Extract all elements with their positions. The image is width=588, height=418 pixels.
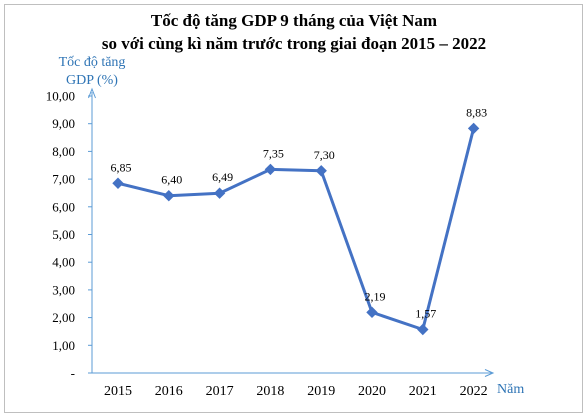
data-label: 7,30 — [314, 148, 335, 162]
y-axis-label-line-2: GDP (%) — [66, 73, 118, 88]
data-label: 6,49 — [212, 170, 233, 184]
x-tick-label: 2017 — [206, 384, 234, 399]
x-axis-arrow — [484, 369, 495, 377]
x-axis-label: Năm — [497, 382, 524, 397]
data-point-marker — [315, 165, 327, 177]
x-tick-labels: 2015 2016 2017 2018 2019 2020 2021 2022 — [104, 384, 488, 399]
data-point-marker — [213, 187, 226, 199]
chart-frame — [4, 4, 583, 413]
data-label: 1,57 — [415, 307, 436, 321]
x-tick-label: 2018 — [256, 384, 284, 399]
data-points — [112, 122, 480, 336]
data-point-marker — [366, 306, 378, 319]
data-label: 6,40 — [161, 173, 182, 187]
y-tick-label: 6,00 — [52, 199, 75, 214]
data-label: 6,85 — [111, 160, 132, 174]
x-tick-label: 2016 — [155, 384, 183, 399]
y-tick-label: 10,00 — [46, 89, 75, 104]
y-tick-label: 5,00 — [52, 227, 75, 242]
y-tick-label: - — [71, 366, 75, 381]
x-tick-label: 2019 — [307, 384, 335, 399]
axes — [88, 87, 495, 377]
data-label: 7,35 — [263, 146, 284, 160]
y-tick-label: 2,00 — [52, 310, 75, 325]
y-tick-label: 4,00 — [52, 255, 75, 270]
y-axis-label-line-1: Tốc độ tăng — [59, 55, 126, 70]
data-point-marker — [112, 177, 124, 189]
series-polyline — [117, 128, 476, 332]
x-tick-label: 2020 — [358, 384, 386, 399]
x-tick-label: 2021 — [409, 384, 437, 399]
data-point-marker — [417, 323, 429, 336]
series-line — [117, 128, 476, 332]
data-point-marker — [163, 190, 175, 202]
y-tick-labels: - 1,00 2,00 3,00 4,00 5,00 6,00 7,00 8,00 9,00 10,… — [46, 89, 75, 381]
chart-title-line-1: Tốc độ tăng GDP 9 tháng của Việt Nam — [151, 11, 437, 30]
y-tick-label: 8,00 — [52, 144, 75, 159]
data-point-marker — [467, 122, 480, 135]
data-labels: 6,85 6,40 6,49 7,35 7,30 2,19 1,57 8,83 — [111, 105, 488, 320]
data-point-marker — [264, 163, 277, 176]
data-label: 8,83 — [466, 105, 487, 119]
y-tick-label: 9,00 — [52, 116, 75, 131]
y-axis-arrow — [88, 87, 96, 99]
x-tick-label: 2015 — [104, 384, 132, 399]
chart-title-line-2: so với cùng kì năm trước trong giai đoạn… — [102, 34, 486, 53]
y-tick-label: 7,00 — [52, 172, 75, 187]
y-tick-label: 1,00 — [52, 338, 75, 353]
data-label: 2,19 — [365, 289, 386, 303]
x-tick-label: 2022 — [460, 384, 488, 399]
y-tick-label: 3,00 — [52, 282, 75, 297]
